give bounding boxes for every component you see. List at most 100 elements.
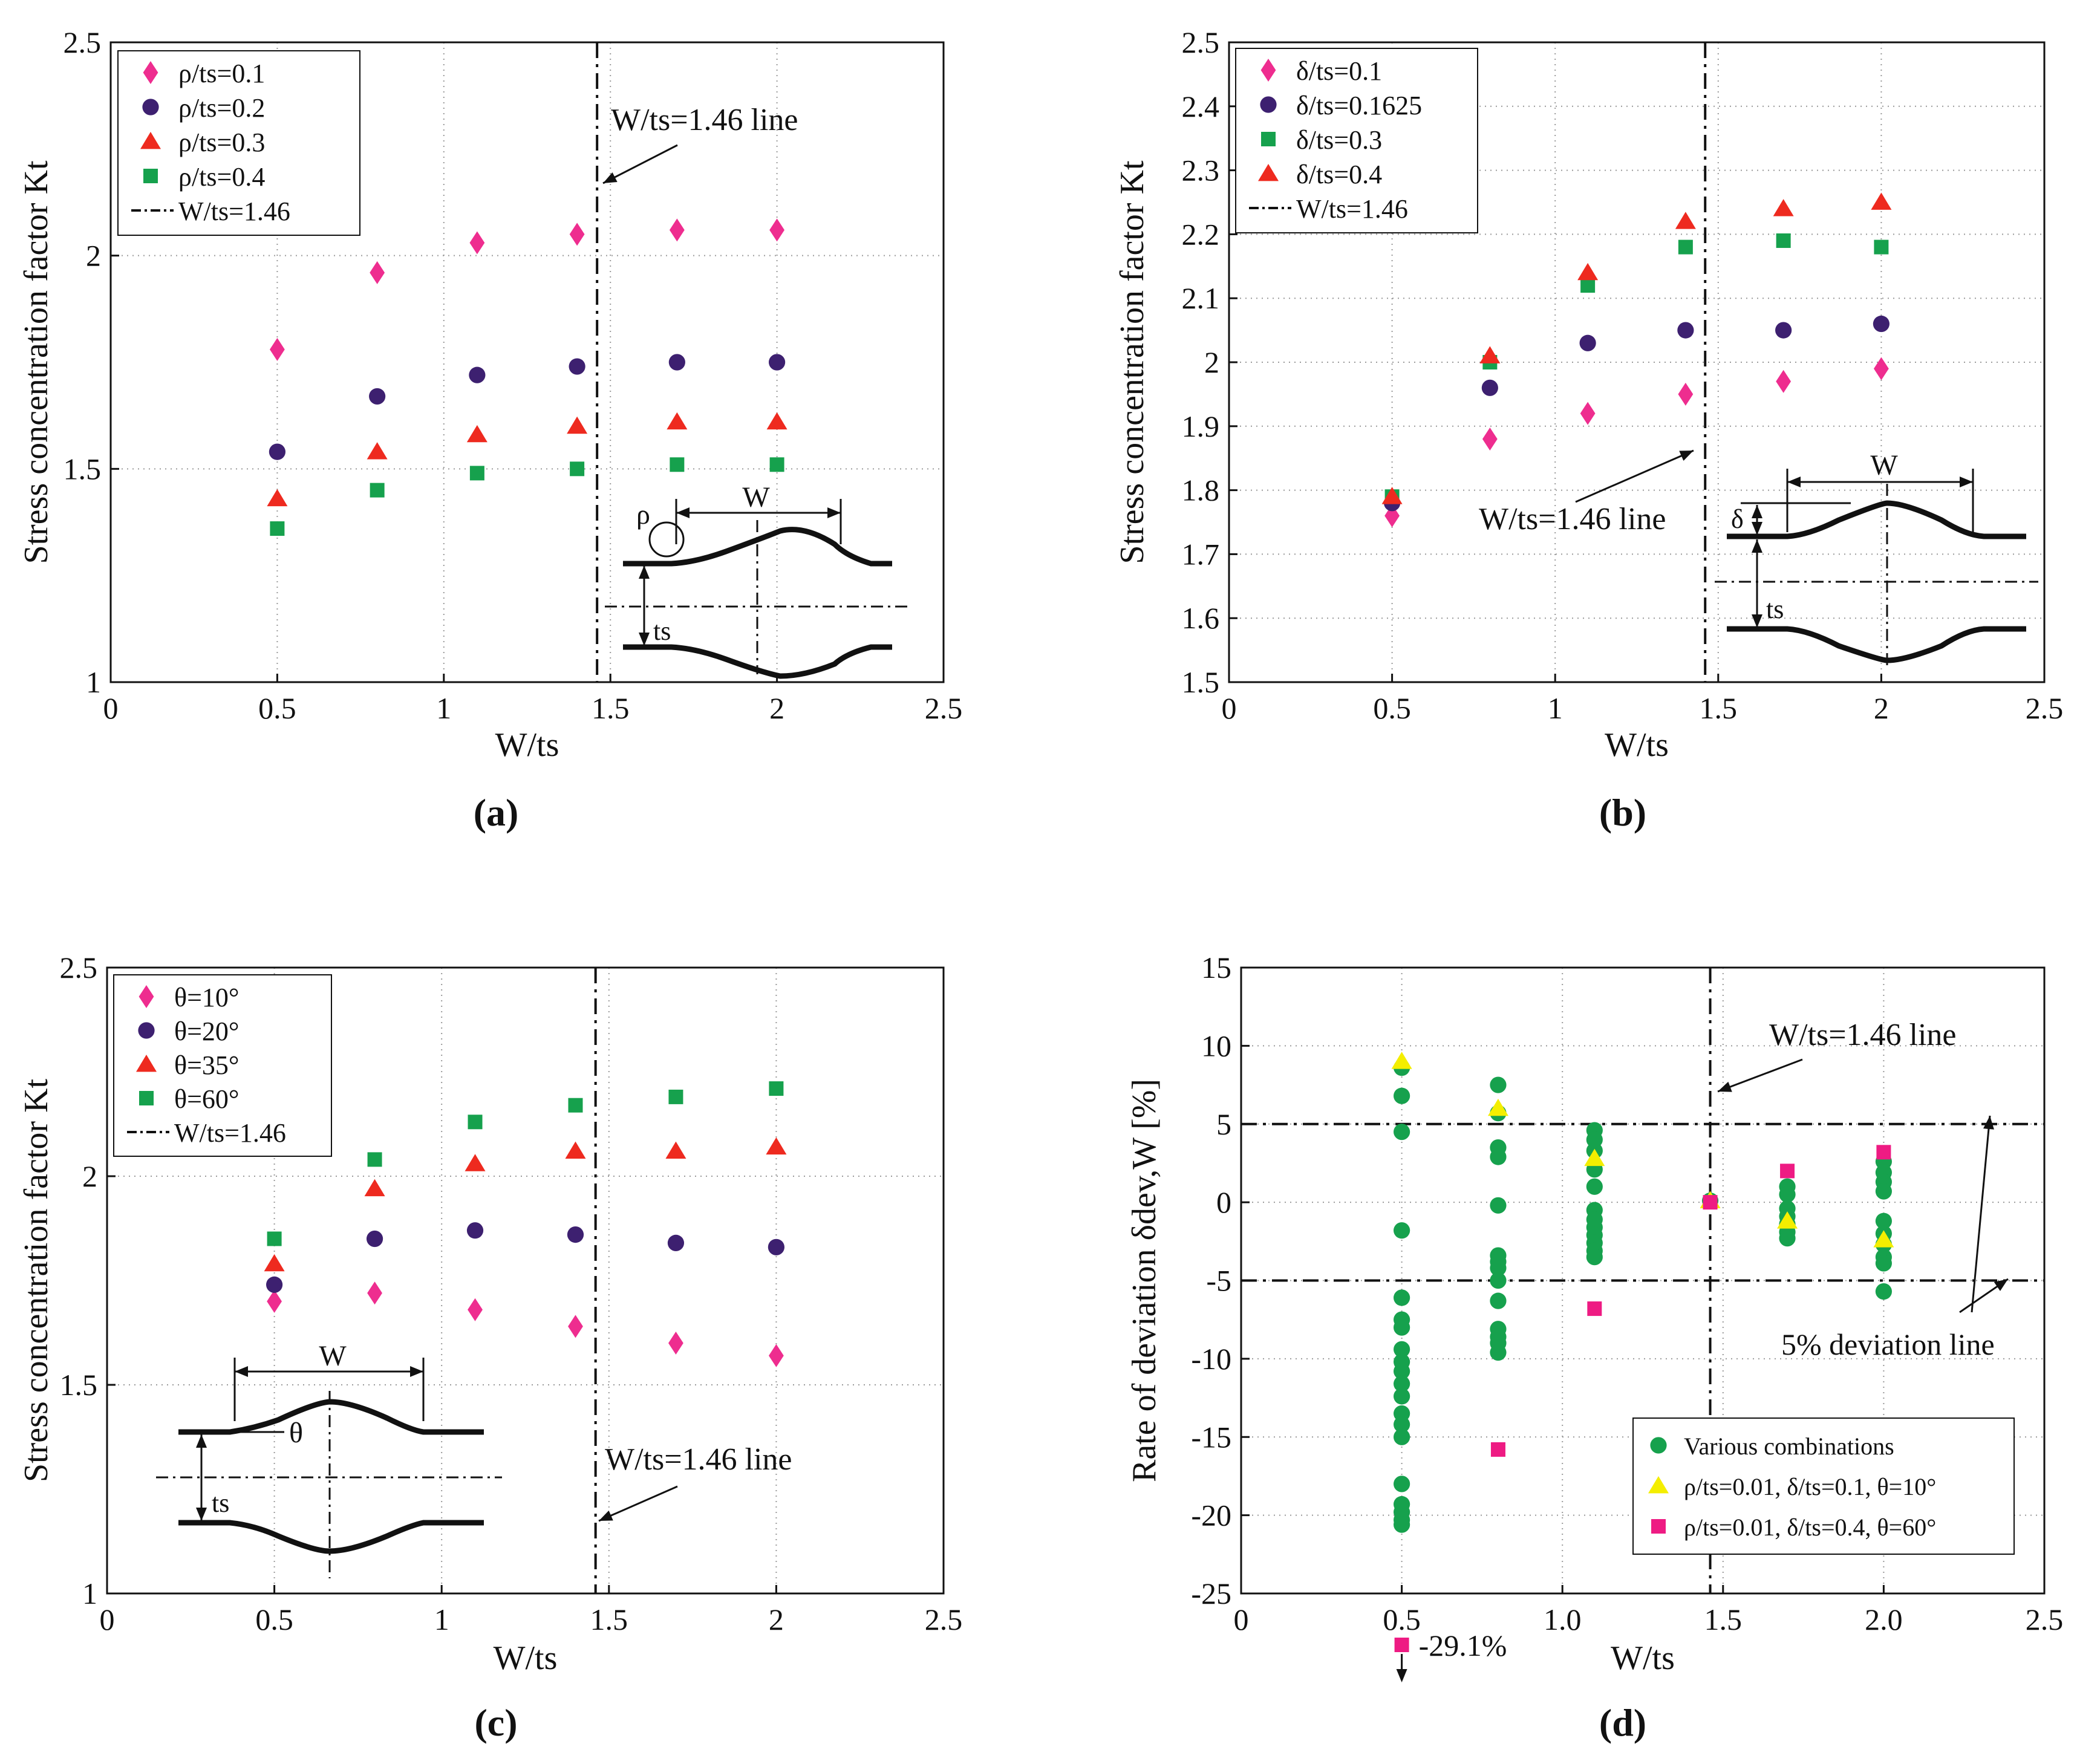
x-tick-label: 1.0 xyxy=(1544,1603,1582,1636)
data-point xyxy=(1394,1312,1410,1328)
data-point xyxy=(769,1344,784,1367)
y-tick-label: 1 xyxy=(86,665,101,699)
schematic-rho: ρWts xyxy=(605,481,907,676)
data-point xyxy=(467,425,487,442)
data-point xyxy=(668,1332,683,1355)
data-point xyxy=(1490,1076,1506,1093)
data-point xyxy=(470,466,484,480)
ts-arrow-up-head xyxy=(1752,539,1762,553)
w-label: W xyxy=(1870,449,1898,481)
data-point xyxy=(270,338,285,361)
data-point xyxy=(1586,1249,1603,1265)
data-point xyxy=(1776,233,1791,248)
x-tick-label: 2.5 xyxy=(2026,691,2064,725)
series-3 xyxy=(270,457,784,536)
y-axis-label: Rate of deviation δdev,W [%] xyxy=(1126,1079,1163,1482)
data-point xyxy=(565,1142,585,1159)
data-point xyxy=(770,457,784,472)
panel-label: (b) xyxy=(1599,791,1646,834)
data-point xyxy=(568,1315,583,1338)
x-tick-label: 0.5 xyxy=(255,1603,293,1636)
legend-marker xyxy=(1651,1519,1666,1534)
data-point xyxy=(468,1115,483,1129)
upper-contour xyxy=(178,1402,484,1432)
w-arrow-left-head xyxy=(1787,477,1801,487)
rho-circle xyxy=(650,522,683,556)
data-point xyxy=(266,1277,282,1293)
data-point xyxy=(1394,1124,1410,1140)
data-point xyxy=(769,354,785,370)
lower-contour xyxy=(178,1523,484,1551)
ts-arrow-down-head xyxy=(1752,614,1762,628)
delta-arrow-up-head xyxy=(1752,505,1762,518)
series-1 xyxy=(1392,1052,1894,1247)
data-point xyxy=(465,1154,486,1171)
annotation-arrow-head xyxy=(1679,451,1694,461)
data-point xyxy=(1678,383,1693,406)
series-0 xyxy=(270,218,784,360)
x-tick-label: 1.5 xyxy=(590,1603,628,1636)
series-3 xyxy=(267,1081,784,1246)
schematic-theta: θ Wts xyxy=(156,1340,502,1578)
ts-arrow-up-head xyxy=(196,1434,207,1448)
data-point xyxy=(1394,1088,1410,1104)
y-tick-label: 1.5 xyxy=(64,452,102,486)
data-point xyxy=(370,261,385,284)
data-point xyxy=(1773,199,1794,216)
y-tick-label: 2.5 xyxy=(1182,25,1220,59)
panel-c: 0 0.5 1 1.5 2 2.511.522.5W/tsStress concentra… xyxy=(18,951,962,1744)
y-tick-label: 10 xyxy=(1201,1029,1231,1063)
w-arrow-right-head xyxy=(827,507,841,518)
data-point xyxy=(1587,1301,1602,1316)
data-point xyxy=(1580,278,1595,293)
legend-label: ρ/ts=0.3 xyxy=(178,128,265,157)
legend-label: θ=10° xyxy=(174,983,240,1012)
data-point xyxy=(670,457,684,472)
data-point xyxy=(1876,1183,1892,1199)
data-point xyxy=(670,218,685,241)
annotation-arrow xyxy=(1718,1059,1802,1092)
x-tick-label: 2 xyxy=(769,691,784,725)
x-axis-label: W/ts xyxy=(494,1639,558,1677)
w-arrow-left-head xyxy=(235,1366,248,1377)
x-tick-label: 0 xyxy=(103,691,119,725)
data-point xyxy=(1871,193,1891,210)
data-point xyxy=(1394,1388,1410,1404)
w-label: W xyxy=(742,481,770,513)
data-point xyxy=(1779,1186,1795,1203)
y-tick-label: 1.6 xyxy=(1182,601,1220,635)
legend-label: δ/ts=0.1625 xyxy=(1296,91,1422,120)
legend-label: ρ/ts=0.4 xyxy=(178,162,265,192)
deviation-annotation: 5% deviation line xyxy=(1781,1327,1995,1361)
data-point xyxy=(1874,357,1889,380)
x-tick-label: 2.0 xyxy=(1865,1603,1903,1636)
legend-marker xyxy=(1261,132,1276,146)
delta-arrow-down-head xyxy=(1752,522,1762,535)
data-point xyxy=(768,1239,784,1255)
legend-marker xyxy=(139,1091,154,1105)
ts-arrow-down-head xyxy=(639,633,650,646)
x-tick-label: 1 xyxy=(434,1603,449,1636)
data-point xyxy=(1490,1272,1506,1289)
data-point xyxy=(365,1179,385,1196)
y-tick-label: 1.8 xyxy=(1182,474,1220,507)
y-tick-label: -20 xyxy=(1191,1499,1231,1532)
data-point xyxy=(367,1281,382,1304)
data-point xyxy=(270,521,284,536)
panel-label: (a) xyxy=(474,791,519,834)
annotation-arrow-head xyxy=(599,1511,613,1521)
w-label: W xyxy=(319,1340,347,1372)
legend-marker xyxy=(1650,1437,1666,1453)
deviation-arrow-upper-head xyxy=(1983,1116,1994,1130)
y-tick-label: -25 xyxy=(1191,1577,1231,1610)
data-point xyxy=(368,1152,382,1167)
legend-label: δ/ts=0.1 xyxy=(1296,56,1382,86)
y-tick-label: -10 xyxy=(1191,1342,1231,1376)
data-point xyxy=(1577,263,1598,280)
w-arrow-left-head xyxy=(676,507,690,518)
y-tick-label: 5 xyxy=(1216,1107,1231,1141)
legend-label: ρ/ts=0.1 xyxy=(178,59,265,88)
schematic-delta: δ Wts xyxy=(1715,449,2038,665)
legend-label: θ=20° xyxy=(174,1017,240,1046)
legend-label: W/ts=1.46 xyxy=(1296,194,1408,224)
